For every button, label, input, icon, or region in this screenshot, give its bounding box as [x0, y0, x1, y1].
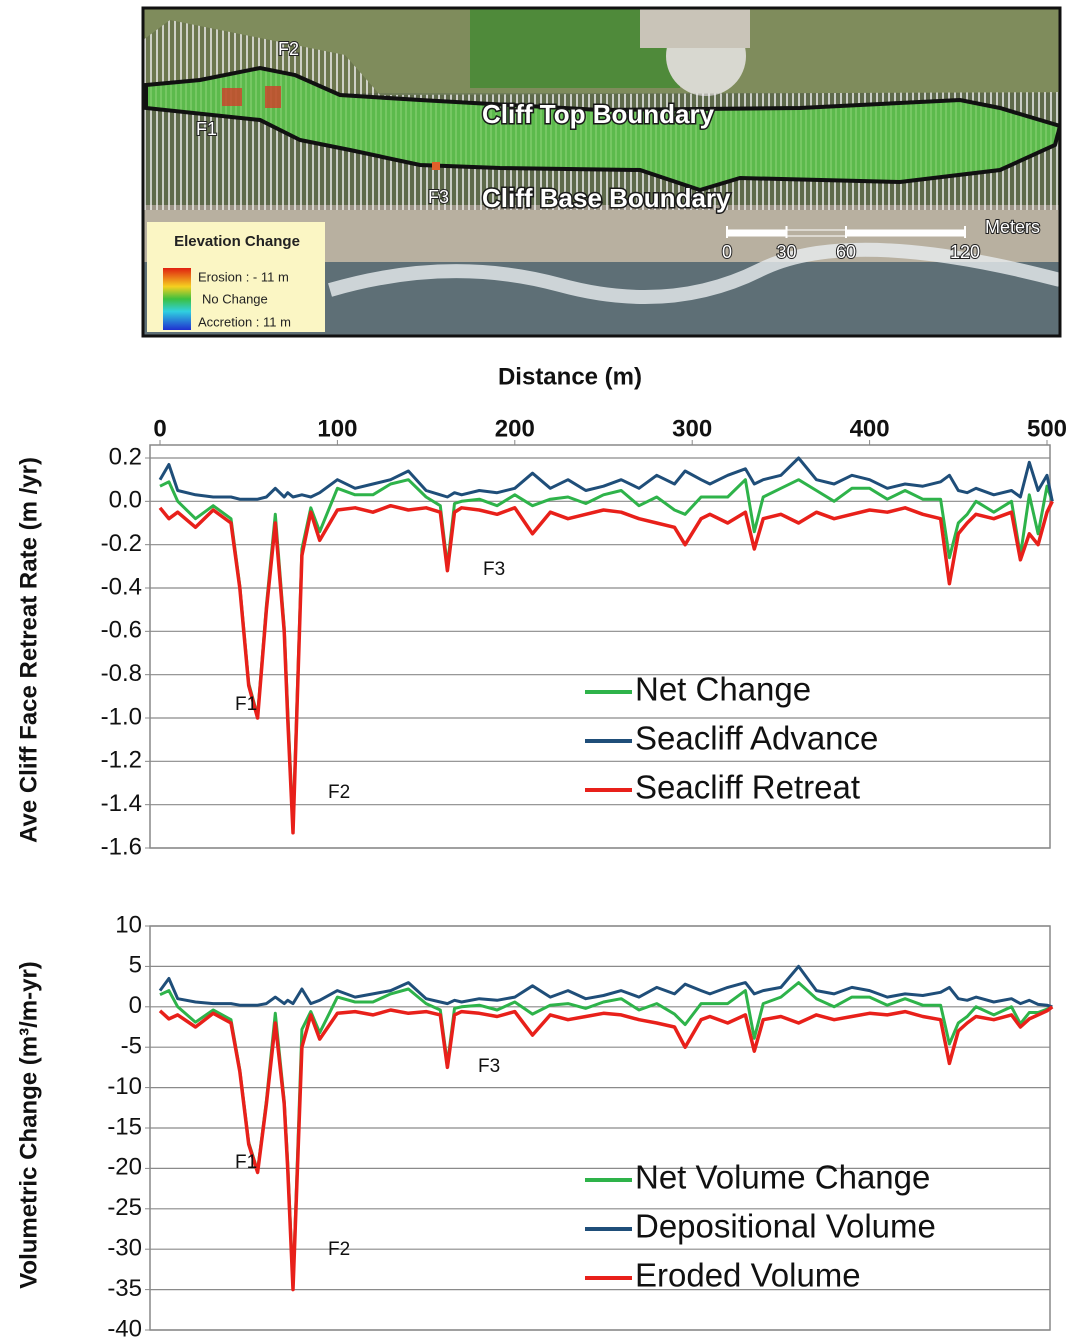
map-label: F2 — [278, 39, 299, 59]
y-tick-label: -0.6 — [101, 617, 142, 644]
x-tick-label: 300 — [672, 415, 712, 442]
y-tick-label: -0.2 — [101, 530, 142, 557]
scale-segment — [726, 229, 787, 237]
data-line — [158, 500, 1054, 835]
scale-label: 30 — [776, 242, 796, 262]
y-tick-label: -0.4 — [101, 573, 142, 600]
scale-unit: Meters — [985, 217, 1040, 237]
data-line — [158, 456, 1054, 502]
y-tick-label: -1.4 — [101, 790, 142, 817]
x-tick-label: 400 — [850, 415, 890, 442]
annotation: F2 — [328, 1239, 350, 1260]
y-tick-label: -20 — [107, 1154, 142, 1181]
y-tick-label: -1.6 — [101, 833, 142, 860]
map-legend-label: No Change — [202, 291, 268, 306]
x-tick-label: 200 — [495, 415, 535, 442]
map-frame — [141, 6, 1062, 338]
y-tick-label: -35 — [107, 1275, 142, 1302]
scale-bar: 0 30 60 120 — [721, 226, 981, 263]
legend-label: Eroded Volume — [635, 1257, 861, 1294]
map-label: Cliff Top Boundary — [482, 99, 715, 129]
annotation: F3 — [478, 1056, 500, 1077]
y-tick-label: -1.0 — [101, 703, 142, 730]
y-tick-label: -5 — [121, 1033, 142, 1060]
x-axis-title: Distance (m) — [498, 363, 642, 390]
data-line — [158, 1005, 1054, 1292]
scale-label: 60 — [836, 242, 856, 262]
y-tick-label: -0.8 — [101, 660, 142, 687]
x-tick-label: 500 — [1027, 415, 1067, 442]
y-tick-label: -25 — [107, 1194, 142, 1221]
y-tick-label: -1.2 — [101, 747, 142, 774]
annotation: F3 — [483, 559, 505, 580]
y-tick-label: 5 — [129, 952, 142, 979]
map: Elevation Change Erosion : - 11 m No Cha… — [143, 8, 1060, 336]
data-line — [158, 964, 1053, 1009]
y-tick-label: 10 — [115, 911, 142, 938]
scale-label: 0 — [722, 242, 732, 262]
y-tick-label: -40 — [107, 1315, 142, 1342]
scale-segment — [845, 229, 966, 237]
y-tick-label: -30 — [107, 1235, 142, 1262]
annotation: F2 — [328, 782, 350, 803]
y-tick-label: 0 — [129, 992, 142, 1019]
annotation: F1 — [235, 1152, 257, 1173]
annotation: F1 — [235, 694, 257, 715]
legend-label: Depositional Volume — [635, 1208, 936, 1245]
y-tick-label: -15 — [107, 1113, 142, 1140]
map-label: F3 — [428, 187, 449, 207]
y-axis-title: Volumetric Change (m³/m-yr) — [15, 961, 42, 1289]
x-tick-label: 0 — [153, 415, 166, 442]
x-tick-label: 100 — [317, 415, 357, 442]
y-tick-label: -10 — [107, 1073, 142, 1100]
legend-label: Net Volume Change — [635, 1159, 930, 1196]
map-label: F1 — [196, 119, 217, 139]
map-legend-label: Erosion : - 11 m — [198, 269, 289, 284]
legend-label: Net Change — [635, 671, 811, 708]
scale-label: 120 — [950, 242, 980, 262]
y-axis-title: Ave Cliff Face Retreat Rate (m /yr) — [15, 457, 42, 843]
y-tick-label: 0.0 — [109, 487, 142, 514]
map-label: Cliff Base Boundary — [482, 183, 731, 213]
legend-label: Seacliff Advance — [635, 720, 878, 757]
y-tick-label: 0.2 — [109, 443, 142, 470]
legend-label: Seacliff Retreat — [635, 769, 860, 806]
map-legend-title: Elevation Change — [174, 233, 300, 250]
map-legend-label: Accretion : 11 m — [198, 314, 291, 329]
